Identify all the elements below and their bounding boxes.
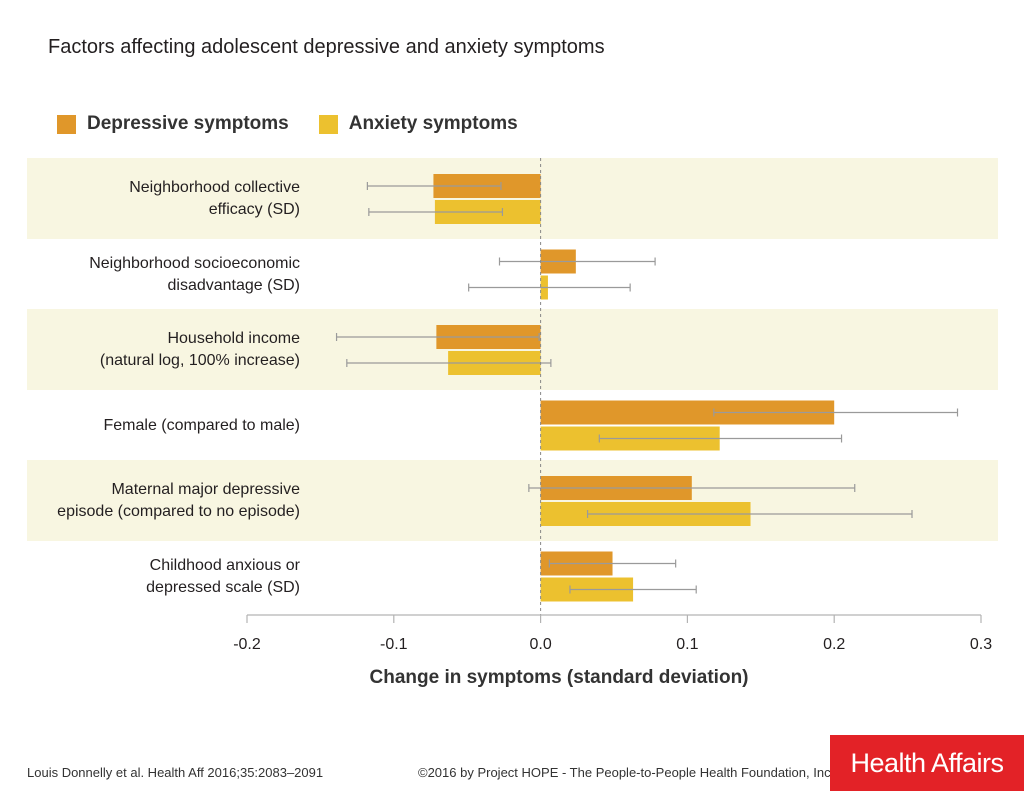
- x-axis-title: Change in symptoms (standard deviation): [370, 667, 749, 688]
- category-label-line: Female (compared to male): [103, 416, 300, 434]
- legend-item-anxiety: Anxiety symptoms: [318, 113, 518, 135]
- category-label-line: Neighborhood collective: [129, 179, 300, 196]
- bar-chart: -0.2 -0.1 0.0 0.1 0.2 0.3 Change in symptoms (…: [27, 158, 998, 688]
- x-tick-label: -0.2: [233, 636, 261, 653]
- citation: Louis Donnelly et al. Health Aff 2016;35…: [27, 765, 324, 780]
- category-label: Female (compared to male): [20, 415, 300, 437]
- category-label: Neighborhood socioeconomic disadvantage (…: [20, 253, 300, 297]
- legend-label-depressive: Depressive symptoms: [87, 113, 289, 134]
- x-tick-label: -0.1: [380, 636, 408, 653]
- category-label-line: Household income: [167, 330, 300, 347]
- category-label: Household income (natural log, 100% incre…: [20, 328, 300, 372]
- category-label-line: episode (compared to no episode): [57, 503, 300, 520]
- category-label-line: Neighborhood socioeconomic: [89, 254, 300, 272]
- category-label: Maternal major depressive episode (compar…: [20, 479, 300, 523]
- copyright: ©2016 by Project HOPE - The People-to-Pe…: [418, 765, 835, 780]
- legend-swatch-depressive: [57, 114, 76, 134]
- chart-title: Factors affecting adolescent depressive …: [48, 36, 605, 58]
- category-label-line: Childhood anxious or: [149, 556, 300, 574]
- category-label: Neighborhood collective efficacy (SD): [20, 177, 300, 221]
- health-affairs-logo: Health Affairs: [830, 735, 1024, 791]
- legend-swatch-anxiety: [318, 114, 338, 134]
- x-tick-label: 0.1: [676, 636, 698, 653]
- category-label: Childhood anxious or depressed scale (SD): [20, 555, 300, 599]
- x-tick-label: 0.3: [970, 636, 992, 653]
- row-band: [27, 309, 998, 390]
- category-label-line: (natural log, 100% increase): [99, 352, 300, 369]
- category-label-line: depressed scale (SD): [146, 578, 300, 596]
- category-label-line: efficacy (SD): [208, 201, 300, 218]
- x-tick-label: 0.2: [823, 636, 845, 653]
- category-label-line: Maternal major depressive: [111, 481, 300, 498]
- legend-label-anxiety: Anxiety symptoms: [348, 113, 518, 134]
- row-band: [27, 158, 998, 239]
- row-band: [27, 460, 998, 541]
- category-label-line: disadvantage (SD): [167, 276, 300, 294]
- legend: Depressive symptoms Anxiety symptoms: [57, 113, 548, 135]
- legend-item-depressive: Depressive symptoms: [57, 113, 289, 135]
- x-tick-label: 0.0: [529, 636, 551, 653]
